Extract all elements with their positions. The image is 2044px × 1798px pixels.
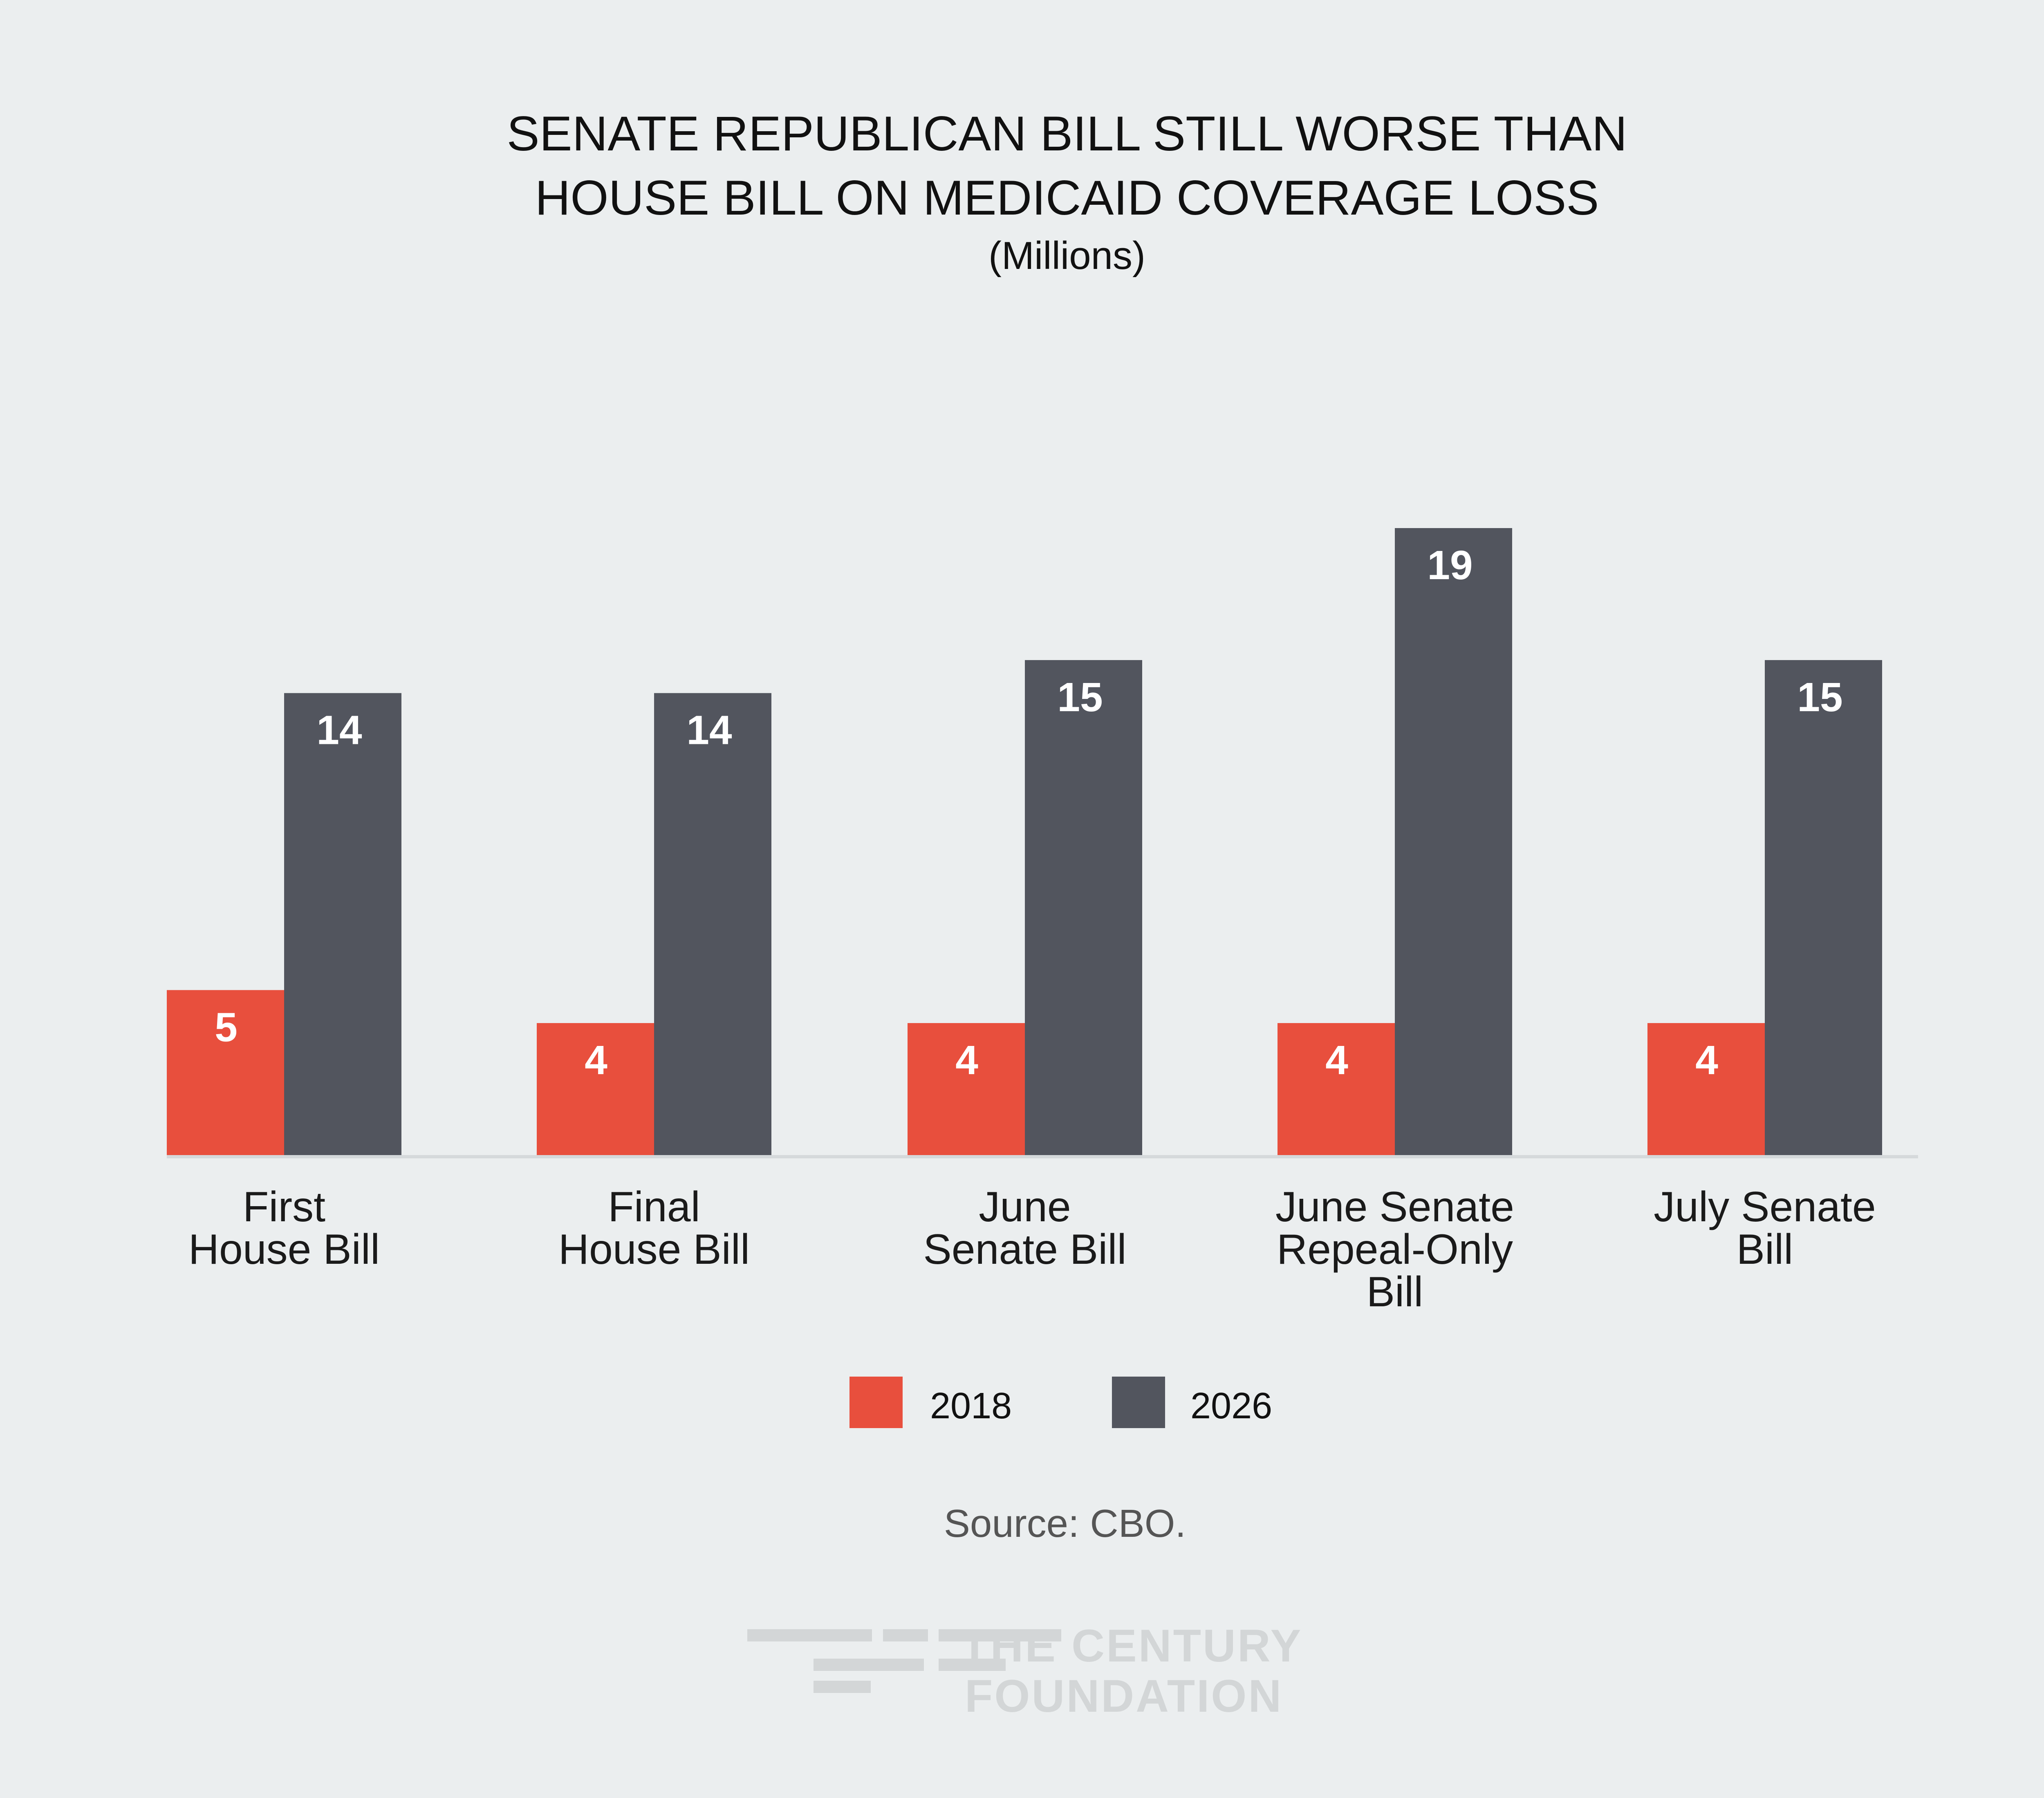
bar-2018-5	[1647, 1023, 1765, 1155]
century-foundation-logo: THE CENTURY FOUNDATION	[747, 1620, 1302, 1722]
category-label-4-line-2: Repeal-Only	[1277, 1226, 1513, 1273]
source-note: Source: CBO.	[944, 1502, 1186, 1545]
bar-2026-1	[284, 693, 401, 1155]
category-label-5-line-2: Bill	[1737, 1226, 1793, 1273]
bar-2026-3	[1025, 660, 1142, 1155]
logo-mark-icon	[747, 1629, 1061, 1693]
category-label-4-line-1: June Senate	[1275, 1183, 1514, 1231]
category-label-1-line-1: First	[243, 1183, 325, 1231]
bar-2018-2	[537, 1023, 654, 1155]
category-label-4-line-3: Bill	[1367, 1268, 1423, 1316]
value-label-2018-4: 4	[1325, 1037, 1348, 1083]
chart-title-line-2: HOUSE BILL ON MEDICAID COVERAGE LOSS	[535, 170, 1599, 225]
category-label-3-line-2: Senate Bill	[923, 1226, 1126, 1273]
value-label-2026-4: 19	[1427, 542, 1472, 588]
value-label-2026-1: 14	[316, 708, 362, 753]
value-label-2018-1: 5	[215, 1004, 238, 1050]
value-label-2026-3: 15	[1057, 674, 1103, 720]
category-label-5-line-1: July Senate	[1654, 1183, 1876, 1231]
category-label-2-line-1: Final	[608, 1183, 700, 1231]
legend-label-2026: 2026	[1190, 1386, 1272, 1426]
bar-2026-4	[1395, 528, 1512, 1155]
legend-swatch-2026	[1112, 1377, 1165, 1428]
bar-2026-5	[1765, 660, 1882, 1155]
legend-swatch-2018	[849, 1377, 903, 1428]
value-labels-group: 5 14 4 14 4 15 4 19 4 15	[215, 542, 1842, 1083]
value-label-2018-2: 4	[585, 1037, 607, 1083]
bar-2018-3	[908, 1023, 1025, 1155]
legend: 2018 2026	[849, 1377, 1272, 1428]
value-label-2026-5: 15	[1797, 674, 1842, 720]
bars-group	[167, 528, 1882, 1155]
legend-label-2018: 2018	[930, 1386, 1012, 1426]
bar-2018-4	[1278, 1023, 1395, 1155]
category-label-1-line-2: House Bill	[188, 1226, 380, 1273]
bar-2018-1	[167, 990, 284, 1155]
logo-text-line-2: FOUNDATION	[965, 1670, 1283, 1722]
category-label-2-line-2: House Bill	[558, 1226, 750, 1273]
chart-subtitle: (Millions)	[988, 234, 1145, 278]
logo-text-line-1: THE CENTURY	[961, 1620, 1302, 1671]
value-label-2018-3: 4	[955, 1037, 978, 1083]
value-label-2018-5: 4	[1695, 1037, 1718, 1083]
value-label-2026-2: 14	[686, 708, 732, 753]
category-label-3-line-1: June	[979, 1183, 1071, 1231]
chart-title-line-1: SENATE REPUBLICAN BILL STILL WORSE THAN	[507, 106, 1627, 161]
bar-2026-2	[654, 693, 771, 1155]
